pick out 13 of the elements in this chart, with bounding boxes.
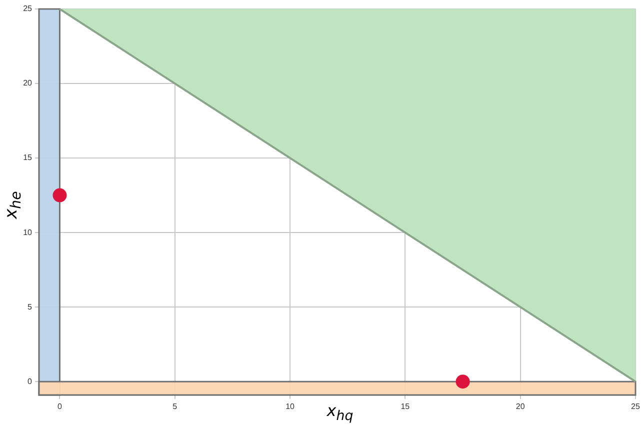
y-tick-label: 10 [23,228,33,237]
y-tick-label: 20 [23,78,33,88]
x-axis-title: x$_{hq}$ [326,401,354,424]
x-tick-label: 0 [58,402,62,412]
y-tick-label: 25 [23,4,33,14]
x-tick-label: 15 [400,402,410,412]
x-tick-label: 5 [172,402,178,412]
x-tick-label: 10 [286,402,296,412]
y-tick-label: 15 [23,153,33,162]
x-tick-label: 25 [631,402,640,412]
y-tick-label: 5 [28,302,33,312]
y-tick-label: 0 [28,376,33,386]
x-tick-label: 20 [516,402,526,412]
